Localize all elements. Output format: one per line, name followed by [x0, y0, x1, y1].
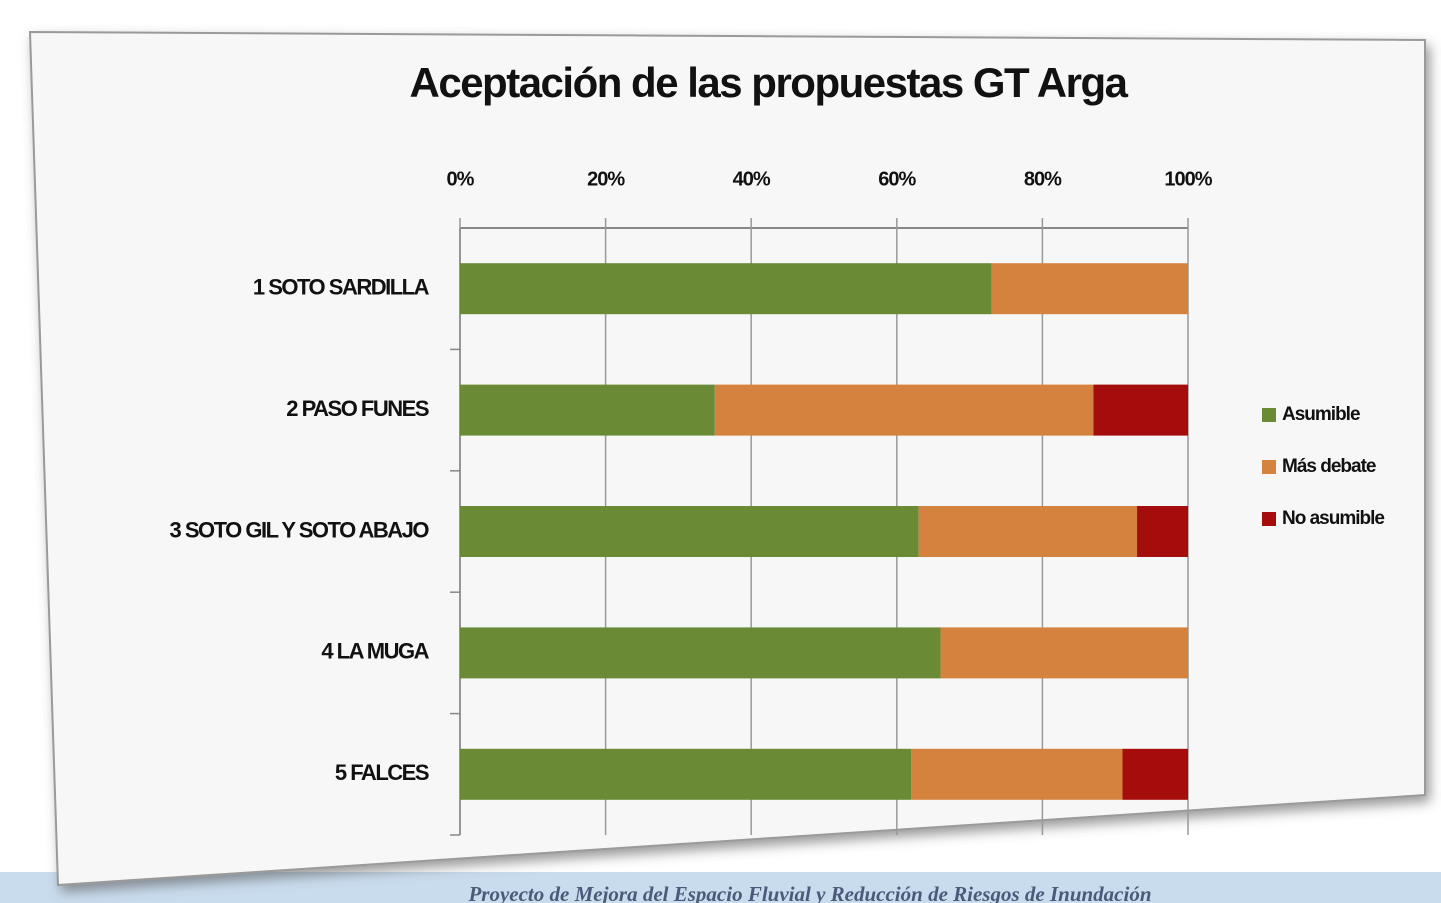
- legend-label: Más debate: [1282, 456, 1376, 477]
- chart-title: Aceptación de las propuestas GT Arga: [410, 59, 1129, 106]
- legend-swatch: [1262, 460, 1276, 474]
- y-tick-label: 3 SOTO GIL Y SOTO ABAJO: [169, 517, 429, 542]
- x-tick-label: 0%: [447, 168, 475, 190]
- bar-segment: [460, 748, 912, 800]
- bar-segment: [1093, 384, 1188, 436]
- y-tick-label: 4 LA MUGA: [321, 639, 429, 664]
- bar-segment: [940, 627, 1188, 679]
- y-tick-label: 5 FALCES: [335, 760, 429, 785]
- y-tick-label: 2 PASO FUNES: [286, 396, 429, 421]
- legend-swatch: [1262, 408, 1276, 422]
- bar-segment: [460, 384, 715, 436]
- y-tick-label: 1 SOTO SARDILLA: [253, 275, 430, 300]
- bar-segment: [1122, 748, 1188, 800]
- x-tick-label: 40%: [733, 168, 771, 190]
- x-tick-label: 80%: [1024, 168, 1062, 190]
- bar-segment: [918, 506, 1138, 557]
- legend-swatch: [1262, 512, 1276, 526]
- footer-band: [0, 872, 1441, 903]
- legend-label: No asumible: [1282, 508, 1384, 529]
- bar-segment: [1137, 506, 1188, 557]
- bar-segment: [460, 263, 992, 315]
- bar-segment: [911, 748, 1123, 800]
- bar-segment: [460, 506, 919, 557]
- footer-text: Proyecto de Mejora del Espacio Fluvial y…: [467, 882, 1151, 903]
- bar-segment: [714, 384, 1094, 436]
- x-tick-label: 60%: [878, 168, 916, 190]
- bar-segment: [460, 627, 941, 679]
- x-tick-label: 20%: [587, 168, 625, 190]
- bar-segment: [991, 263, 1188, 315]
- x-tick-label: 100%: [1164, 168, 1212, 190]
- legend-label: Asumible: [1282, 404, 1360, 425]
